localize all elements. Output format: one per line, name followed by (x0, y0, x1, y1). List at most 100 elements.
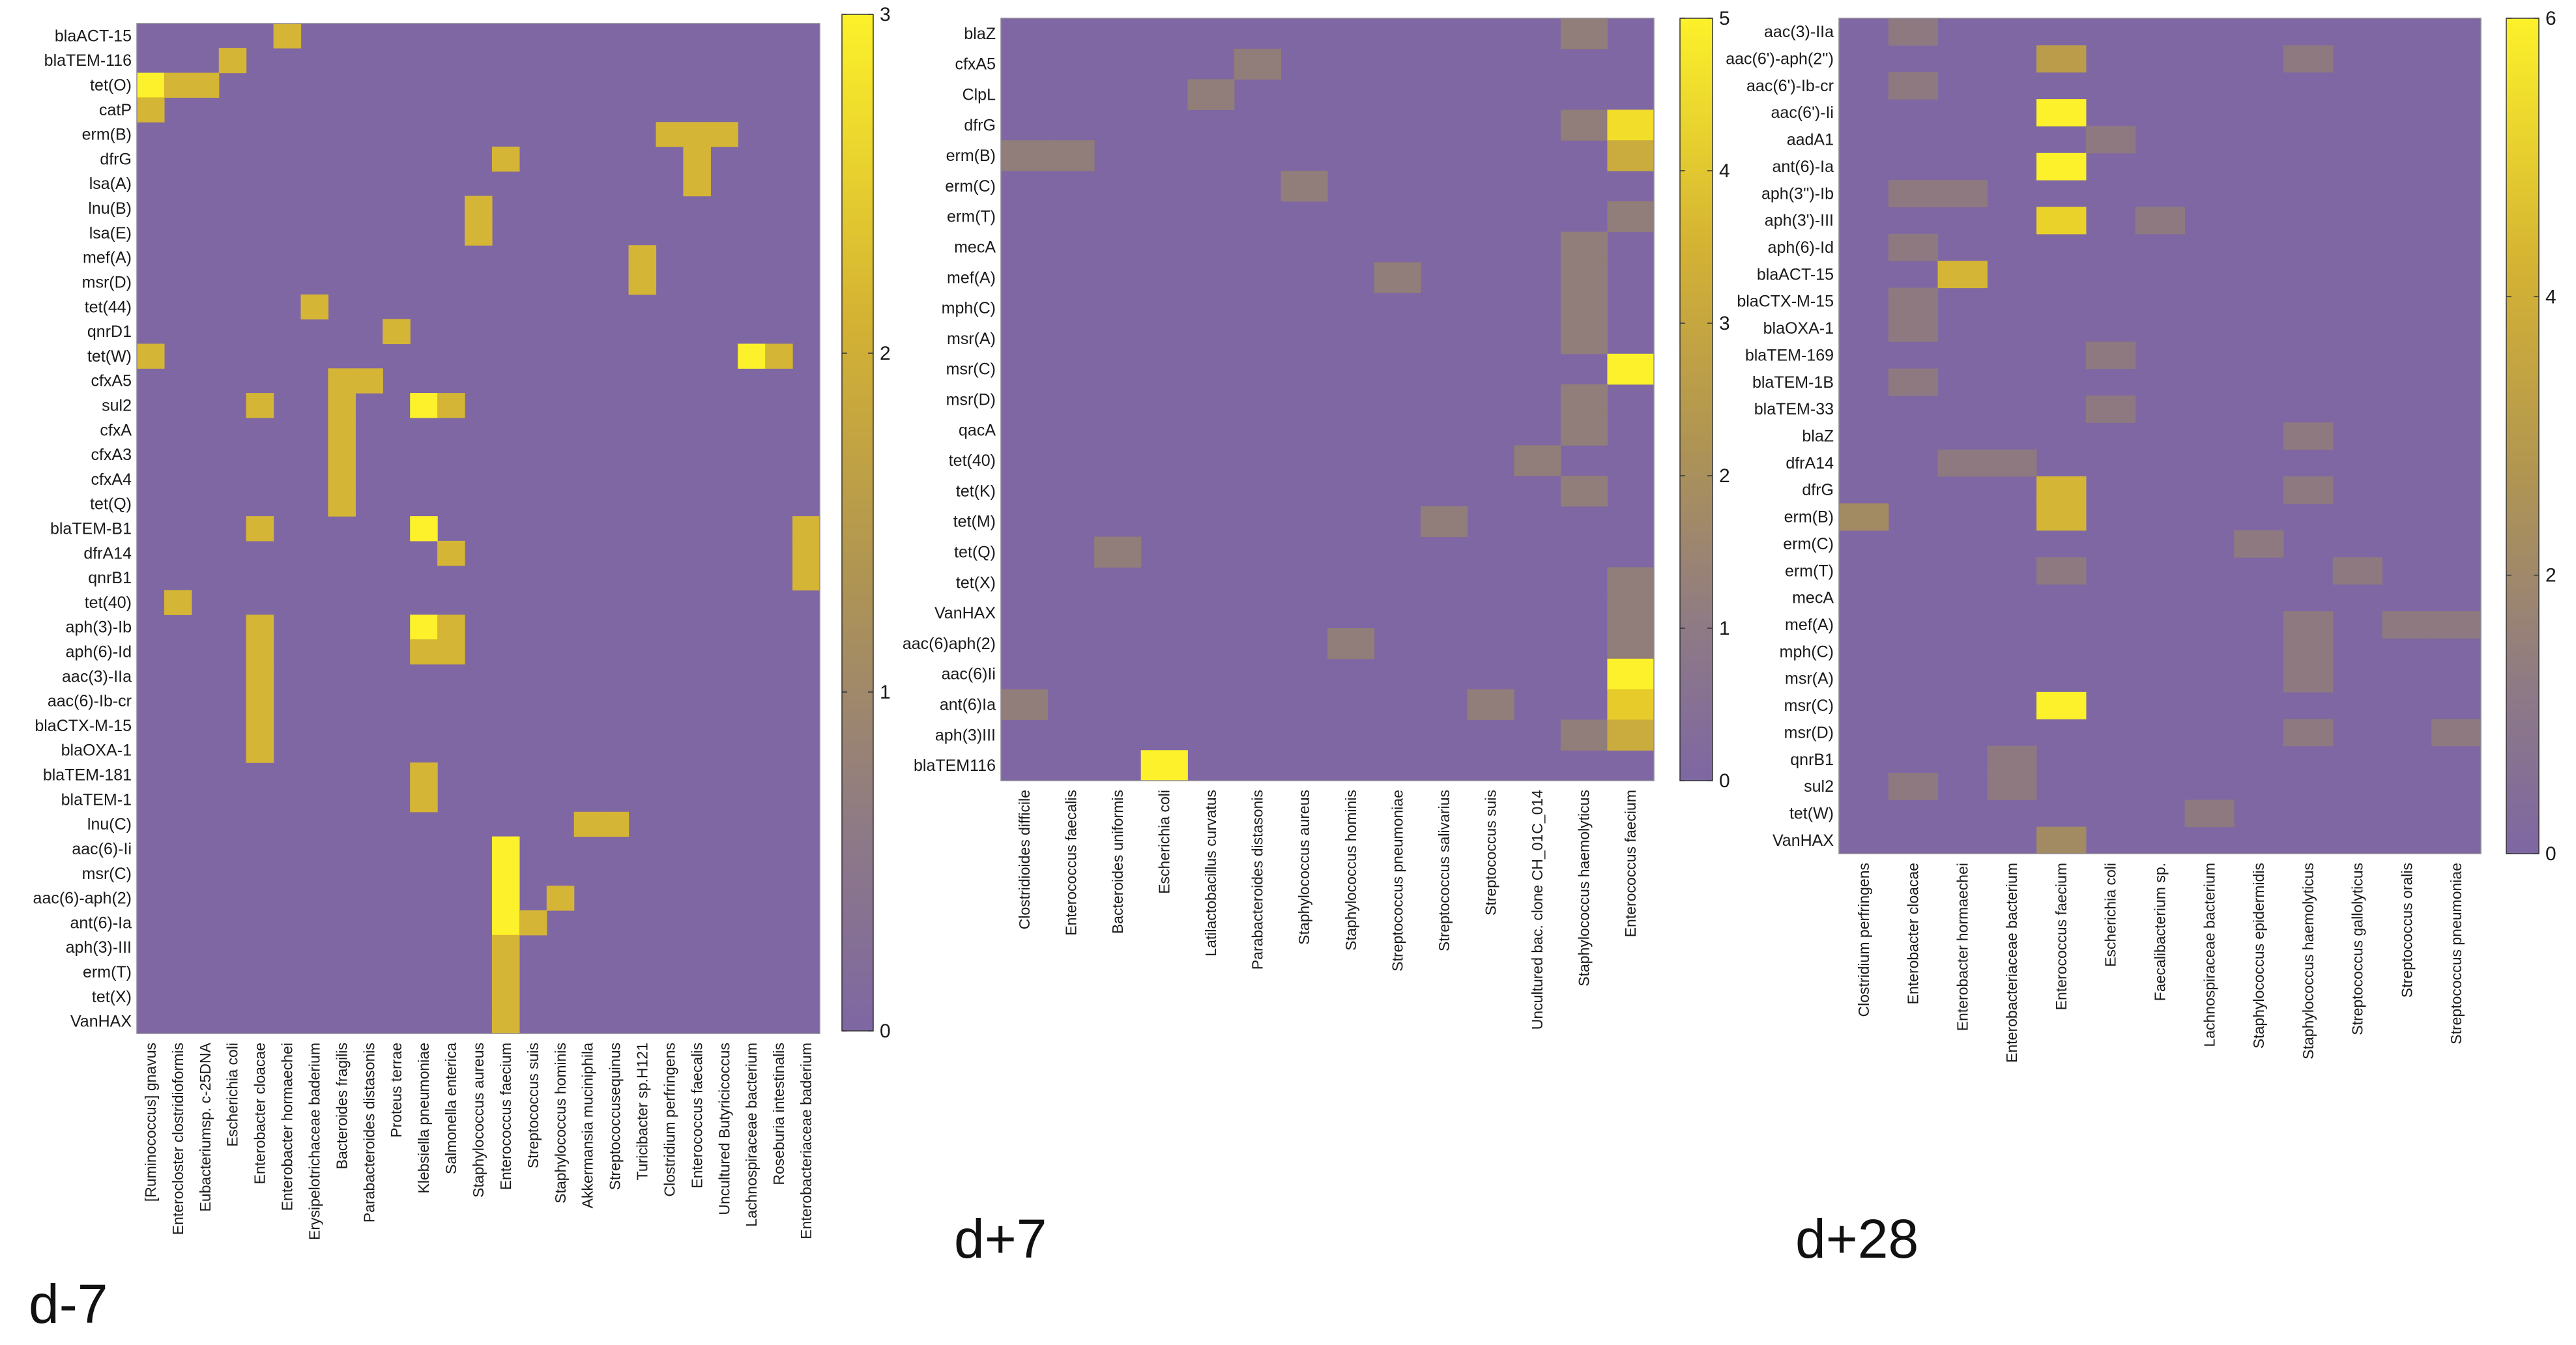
heatmap-cell (1560, 323, 1608, 354)
row-label-erm-t: erm(T) (947, 208, 996, 226)
heatmap-cell (546, 886, 575, 911)
row-label-tet-k: tet(K) (956, 482, 996, 500)
column-label-staphylococcus-aureus: Staphylococcus aureus (470, 1043, 487, 1198)
column-label-streptococcus-oralis: Streptococcus oralis (2398, 863, 2415, 998)
heatmap-cell (1560, 262, 1608, 293)
heatmap-cell (710, 122, 738, 147)
heatmap-cell (355, 368, 383, 394)
heatmap-cell (491, 861, 520, 886)
colorbar-tick-label: 5 (1719, 8, 1730, 29)
heatmap-cell (491, 1009, 520, 1034)
row-label-vanhax: VanHAX (1773, 832, 1834, 850)
heatmap-cell (2036, 152, 2087, 181)
column-label-faecalibacterium-sp: Faecalibacterium sp. (2152, 863, 2169, 1001)
column-label-streptococcusequinus: Streptococcusequinus (607, 1043, 624, 1190)
row-label-blaoxa-1: blaOXA-1 (61, 742, 132, 760)
row-label-aac-6-aph-2: aac(6)aph(2) (903, 635, 996, 653)
row-label-erm-t: erm(T) (83, 963, 132, 981)
row-label-blaact-15: blaACT-15 (55, 27, 132, 45)
row-label-catp: catP (99, 101, 132, 119)
row-label-erm-c: erm(C) (945, 177, 996, 195)
heatmap-cell (2085, 126, 2136, 154)
heatmap-cell (1607, 719, 1655, 751)
heatmap-cell (2283, 638, 2334, 666)
heatmap-cell (246, 393, 274, 418)
heatmap-cell (410, 762, 438, 788)
row-label-msr-c: msr(C) (1784, 697, 1834, 715)
colorbar-tick-label: 0 (880, 1020, 891, 1042)
heatmap-cell (437, 393, 465, 418)
plot-frame (136, 23, 820, 1034)
column-label-ruminococcus-gnavus: [Ruminococcus] gnavus (142, 1043, 159, 1202)
column-label-proteus-terrae: Proteus terrae (388, 1043, 405, 1138)
heatmap-cell (246, 688, 274, 714)
row-label-blaz: blaZ (1802, 427, 1834, 446)
heatmap-background (1001, 18, 1654, 781)
heatmap-cell (410, 787, 438, 813)
colorbar-tick-label: 4 (2545, 286, 2556, 308)
heatmap-cell (2283, 665, 2334, 693)
row-label-aph-3-ib: aph(3)-Ib (66, 618, 132, 637)
heatmap-cell (683, 171, 711, 197)
heatmap-cell (1374, 262, 1421, 293)
column-label-streptococcus-pneumoniae: Streptococcus pneumoniae (1389, 790, 1406, 972)
heatmap-cell (328, 368, 356, 394)
heatmap-cell (1888, 314, 1939, 342)
column-label-lachnospiraceae-bacterium: Lachnospiraceae bacterium (2201, 863, 2218, 1047)
column-label-parabacteroides-distasonis: Parabacteroides distasonis (360, 1043, 377, 1222)
heatmap-cell (164, 72, 192, 98)
row-label-mph-c: mph(C) (1780, 643, 1834, 661)
row-label-aph-3-iii: aph(3')-III (1765, 212, 1834, 230)
colorbar-tick-label: 3 (1719, 313, 1730, 334)
row-label-msr-a: msr(A) (947, 330, 996, 348)
column-label-latilactobacillus-curvatus: Latilactobacillus curvatus (1202, 790, 1219, 957)
row-label-msr-c: msr(C) (82, 865, 132, 883)
row-label-tet-w: tet(W) (87, 347, 132, 366)
heatmap-cell (491, 886, 520, 911)
row-label-aac-3-iia: aac(3)-IIa (62, 667, 132, 686)
row-label-aac-6-ii: aac(6)Ii (942, 665, 996, 684)
column-label-uncultured-bac-clone-ch-01c-014: Uncultured bac. clone CH_01C_014 (1529, 790, 1546, 1030)
heatmap-cell (437, 639, 465, 665)
column-label-staphylococcus-hominis: Staphylococcus hominis (552, 1043, 569, 1204)
heatmap-cell (1560, 414, 1608, 446)
heatmap-cell (1560, 384, 1608, 415)
heatmap-cell (1560, 476, 1608, 507)
panel-label: d+7 (954, 1208, 1047, 1269)
heatmap-cell (491, 147, 520, 172)
heatmap-background (1839, 18, 2481, 854)
heatmap-cell (1937, 449, 1988, 477)
heatmap-cell (1560, 109, 1608, 141)
heatmap-cell (1888, 233, 1939, 261)
row-label-clpl: ClpL (962, 86, 996, 104)
row-label-aac-6-aph-2: aac(6)-aph(2) (33, 889, 132, 908)
heatmap-cell (573, 811, 602, 837)
heatmap-cell (792, 540, 820, 566)
heatmap-cell (273, 23, 302, 49)
heatmap-cell (792, 565, 820, 591)
row-label-tet-44: tet(44) (85, 298, 132, 316)
heatmap-cell (2283, 45, 2334, 73)
heatmap-cell (1560, 293, 1608, 324)
column-label-clostridium-perfringens: Clostridium perfringens (1855, 863, 1872, 1017)
row-label-aac-6-ii: aac(6)-Ii (72, 840, 132, 858)
colorbar-tick-label: 1 (880, 682, 891, 703)
heatmap-cell (246, 713, 274, 738)
row-label-blaz: blaZ (964, 25, 996, 43)
heatmap-cell (465, 220, 493, 246)
row-label-blactx-m-15: blaCTX-M-15 (35, 717, 132, 735)
heatmap-cell (1560, 719, 1608, 751)
heatmap-cell (1514, 445, 1561, 476)
heatmap-cell (1467, 689, 1514, 720)
heatmap-cell (1937, 261, 1988, 289)
row-label-blatem-116: blaTEM-116 (44, 51, 132, 70)
heatmap-cell (465, 195, 493, 222)
column-label-streptococcus-suis: Streptococcus suis (525, 1043, 542, 1168)
heatmap-background (137, 23, 820, 1034)
heatmap-cell (491, 959, 520, 985)
row-label-aph-3-iii: aph(3)III (935, 726, 996, 744)
row-label-aph-3-ib: aph(3'')-Ib (1761, 184, 1834, 203)
heatmap-cell (246, 663, 274, 689)
column-label-turicibacter-sp-h121: Turicibacter sp.H121 (634, 1043, 651, 1180)
